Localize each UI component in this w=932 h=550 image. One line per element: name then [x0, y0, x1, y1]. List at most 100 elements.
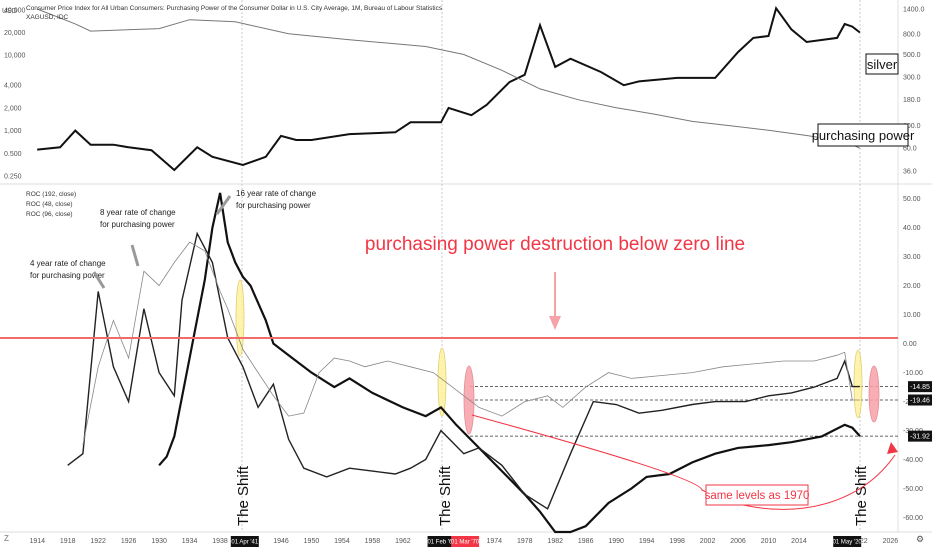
chart-header: USD Consumer Price Index for All Urban C…	[2, 5, 443, 21]
x-tick-label: 2006	[730, 538, 746, 545]
same-levels-curve	[471, 414, 896, 510]
roc8-arrow	[130, 244, 140, 267]
annotation-roc8: 8 year rate of change for purchasing pow…	[100, 208, 176, 267]
roc-tick-label: 40.00	[903, 225, 921, 232]
left-tick-label: 0.500	[4, 151, 22, 158]
roc16-line1: 16 year rate of change	[236, 189, 317, 198]
roc-tick-label: -60.00	[903, 515, 923, 522]
left-tick-label: 4,000	[4, 83, 22, 90]
shift-label-2020: The Shift	[853, 465, 870, 526]
roc4-line2: for purchasing power	[30, 271, 105, 280]
roc-series-group	[67, 192, 861, 534]
shift-vertical-lines	[241, 0, 861, 532]
roc-reference-lines: -14.85 -19.46 -31.92	[470, 381, 932, 442]
roc-right-axis: 50.0040.0030.0020.0010.000.00-10.00-20.0…	[903, 196, 923, 522]
left-tick-label: 2,000	[4, 105, 22, 112]
x-tick-label: 1990	[608, 538, 624, 545]
highlighted-date-label: 01 Apr '41	[231, 540, 258, 546]
roc-tick-label: 20.00	[903, 283, 921, 290]
x-tick-label: 1918	[60, 538, 76, 545]
roc-tick-label: 30.00	[903, 254, 921, 261]
axes-frame	[0, 0, 932, 533]
left-tick-label: 40,000	[4, 7, 26, 14]
same-levels-arrow-head	[887, 442, 898, 454]
x-tick-label: 1982	[547, 538, 563, 545]
highlighted-date-box	[427, 536, 456, 547]
x-tick-label: 1926	[121, 538, 137, 545]
headline-arrow-head	[549, 316, 561, 330]
roc-series-line-0	[158, 192, 861, 534]
roc-legend-48: ROC (48, close)	[26, 201, 73, 208]
purchasing-power-label: purchasing power	[812, 128, 915, 143]
x-tick-label: 1994	[639, 538, 655, 545]
right-tick-label: 36.0	[903, 168, 917, 175]
roc-series-line-2	[82, 241, 860, 446]
axis-settings-icon[interactable]: ⚙	[916, 534, 924, 544]
roc-legend-192: ROC (192, close)	[26, 191, 76, 198]
right-tick-label: 100.0	[903, 123, 921, 130]
left-tick-label: 10,000	[4, 53, 26, 60]
price-label: -19.46	[910, 398, 930, 405]
roc8-line1: 8 year rate of change	[100, 208, 176, 217]
settings-gear-icon[interactable]: ⚙	[916, 534, 924, 544]
right-tick-label: 300.0	[903, 75, 921, 82]
highlighted-date-box	[833, 536, 862, 547]
top-series-group	[37, 6, 861, 172]
annotation-roc16: 16 year rate of change for purchasing po…	[215, 189, 317, 215]
price-label: -31.92	[910, 434, 930, 441]
x-tick-label: 1974	[486, 538, 502, 545]
x-tick-label: 1922	[90, 538, 106, 545]
header-line-2: XAGUSD, IDC	[26, 14, 69, 21]
roc-tick-label: -50.00	[903, 486, 923, 493]
roc-tick-label: -40.00	[903, 457, 923, 464]
roc-series-line-1	[67, 231, 860, 510]
series-silver-line	[37, 6, 861, 172]
x-tick-label: 2010	[761, 538, 777, 545]
top-price-panel: 40,000 20,000 10,000 4,000 2,000 1,000 0.500 0.…	[4, 6, 925, 181]
roc-tick-label: 10.00	[903, 312, 921, 319]
top-right-axis: 1400.0 800.0 500.0 300.0 180.0 100.0 60.0 36.0	[903, 7, 925, 176]
currency-label: USD	[2, 8, 17, 15]
shift-label-1941: The Shift	[235, 465, 252, 526]
left-tick-label: 20,000	[4, 30, 26, 37]
x-tick-label: 1986	[578, 538, 594, 545]
roc-legend: ROC (192, close) ROC (48, close) ROC (96…	[26, 191, 76, 218]
annotation-roc4: 4 year rate of change for purchasing pow…	[30, 259, 106, 289]
right-tick-label: 800.0	[903, 31, 921, 38]
roc8-line2: for purchasing power	[100, 220, 175, 229]
roc16-line2: for purchasing power	[236, 201, 311, 210]
x-tick-label: 1958	[365, 538, 381, 545]
price-label-box	[908, 394, 932, 406]
x-tick-label: 1950	[304, 538, 320, 545]
left-tick-label: 0.250	[4, 174, 22, 181]
right-tick-label: 500.0	[903, 52, 921, 59]
x-tick-label: 2014	[791, 538, 807, 545]
roc4-arrow	[92, 271, 106, 289]
roc-tick-label: 50.00	[903, 196, 921, 203]
right-tick-label: 180.0	[903, 97, 921, 104]
x-tick-label: 2026	[883, 538, 899, 545]
left-tick-label: 1,000	[4, 128, 22, 135]
headline-annotation: purchasing power destruction below zero …	[365, 234, 745, 255]
roc-tick-label: -10.00	[903, 370, 923, 377]
x-tick-label: 1914	[29, 538, 45, 545]
price-label-box	[908, 430, 932, 442]
purchasing-power-label-box: purchasing power	[812, 123, 915, 147]
highlighted-date-box	[230, 536, 259, 547]
price-label: -14.85	[910, 384, 930, 391]
x-tick-label: 1946	[273, 538, 289, 545]
roc-panel: 50.0040.0030.0020.0010.000.00-10.00-20.0…	[0, 192, 932, 534]
x-tick-label: 1954	[334, 538, 350, 545]
highlighted-date-label: 01 May '20	[833, 540, 863, 546]
roc-legend-96: ROC (96, close)	[26, 211, 73, 218]
same-levels-box: same levels as 1970	[705, 484, 810, 506]
x-tick-label: 1930	[151, 538, 167, 545]
x-tick-label: 1978	[517, 538, 533, 545]
tradingview-logo-icon: Z	[4, 534, 9, 543]
right-tick-label: 60.0	[903, 146, 917, 153]
same-levels-label: same levels as 1970	[705, 490, 810, 502]
shift-label-1967: The Shift	[437, 465, 454, 526]
series-purchasing-power-line	[37, 8, 861, 149]
highlighted-date-box	[451, 536, 480, 547]
